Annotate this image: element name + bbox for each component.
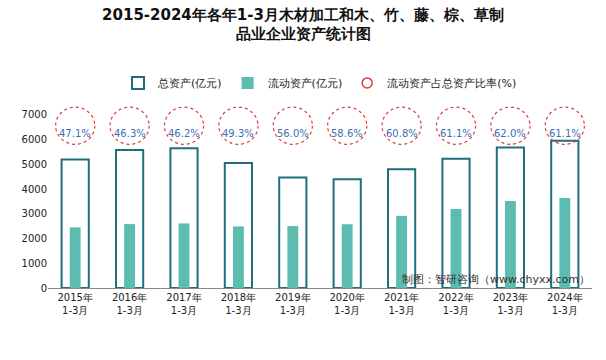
svg-text:总资产(亿元): 总资产(亿元) bbox=[157, 77, 222, 90]
svg-text:60.8%: 60.8% bbox=[386, 128, 418, 139]
svg-text:7000: 7000 bbox=[22, 109, 47, 120]
svg-text:2019年1-3月: 2019年1-3月 bbox=[275, 292, 310, 316]
svg-text:0: 0 bbox=[41, 283, 47, 294]
svg-text:61.1%: 61.1% bbox=[549, 128, 581, 139]
svg-text:2024年1-3月: 2024年1-3月 bbox=[547, 292, 582, 316]
svg-text:4000: 4000 bbox=[22, 184, 47, 195]
svg-text:流动资产(亿元): 流动资产(亿元) bbox=[268, 77, 343, 90]
svg-text:6000: 6000 bbox=[22, 134, 47, 145]
svg-text:46.2%: 46.2% bbox=[168, 128, 200, 139]
svg-text:制图：智研咨询（www.chyxx.com）: 制图：智研咨询（www.chyxx.com） bbox=[402, 273, 590, 286]
svg-text:2016年1-3月: 2016年1-3月 bbox=[112, 292, 147, 316]
svg-text:47.1%: 47.1% bbox=[59, 128, 91, 139]
svg-text:2000: 2000 bbox=[22, 233, 47, 244]
svg-text:61.1%: 61.1% bbox=[440, 128, 472, 139]
svg-text:2015年1-3月: 2015年1-3月 bbox=[57, 292, 92, 316]
svg-text:1000: 1000 bbox=[22, 258, 47, 269]
svg-text:2018年1-3月: 2018年1-3月 bbox=[221, 292, 256, 316]
svg-text:2017年1-3月: 2017年1-3月 bbox=[166, 292, 201, 316]
svg-text:2021年1-3月: 2021年1-3月 bbox=[384, 292, 419, 316]
svg-text:2015-2024年各年1-3月木材加工和木、竹、藤、棕、草: 2015-2024年各年1-3月木材加工和木、竹、藤、棕、草制品业企业资产统计图 bbox=[102, 6, 504, 44]
svg-text:49.3%: 49.3% bbox=[222, 128, 254, 139]
svg-text:2020年1-3月: 2020年1-3月 bbox=[329, 292, 364, 316]
svg-text:56.0%: 56.0% bbox=[277, 128, 309, 139]
svg-text:62.0%: 62.0% bbox=[494, 128, 526, 139]
svg-text:2022年1-3月: 2022年1-3月 bbox=[438, 292, 473, 316]
svg-text:58.6%: 58.6% bbox=[331, 128, 363, 139]
svg-text:5000: 5000 bbox=[22, 159, 47, 170]
svg-text:46.3%: 46.3% bbox=[114, 128, 146, 139]
svg-text:2023年1-3月: 2023年1-3月 bbox=[493, 292, 528, 316]
svg-text:3000: 3000 bbox=[22, 208, 47, 219]
svg-text:流动资产占总资产比率(%): 流动资产占总资产比率(%) bbox=[387, 77, 516, 90]
